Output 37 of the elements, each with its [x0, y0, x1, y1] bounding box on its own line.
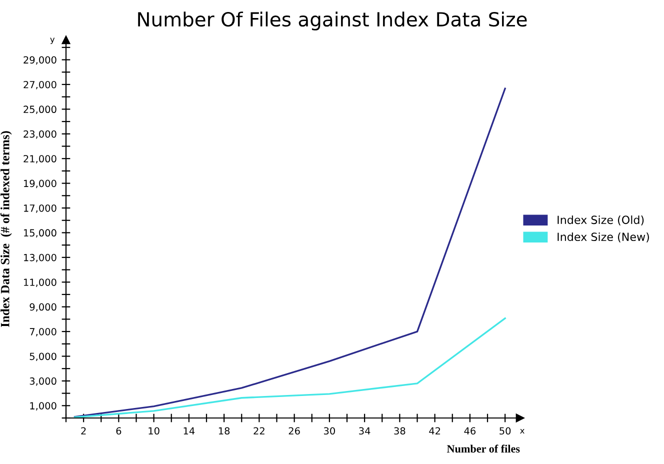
y-tick-label: 7,000: [30, 328, 56, 336]
x-tick-label: 30: [324, 427, 335, 435]
y-tick-label: 25,000: [24, 106, 56, 114]
x-tick-label: 46: [464, 427, 476, 435]
y-tick-label: 17,000: [24, 204, 56, 213]
x-tick-label: 22: [254, 427, 264, 434]
x-tick-label: 10: [148, 427, 160, 435]
x-tick-label: 50: [500, 427, 511, 435]
x-tick-label: 38: [394, 427, 406, 435]
y-tick-label: 9,000: [30, 303, 56, 312]
x-tick-label: 42: [429, 427, 440, 434]
y-tick-label: 21,000: [24, 155, 56, 164]
y-tick-label: 13,000: [24, 254, 56, 262]
line-series: [74, 88, 506, 418]
y-tick-label: 27,000: [24, 80, 56, 90]
x-tick-label: 18: [218, 427, 230, 435]
text: x: [520, 428, 524, 434]
x-tick-label: 2: [81, 427, 86, 434]
y-tick-label: 1,000: [30, 402, 56, 410]
x-tick-label: 26: [288, 427, 300, 435]
x-tick-label: 34: [359, 427, 370, 435]
x-tick-label: 14: [184, 427, 195, 434]
y-tick-label: 5,000: [30, 352, 56, 362]
y-tick-label: 19,000: [24, 180, 56, 188]
x-axis-title: Number of files: [446, 444, 520, 453]
y-tick-label: 11,000: [24, 278, 56, 287]
y-tick-label: 3,000: [30, 377, 56, 386]
text: y: [50, 38, 55, 44]
chart-title: Number Of Files against Index Data Size: [138, 12, 527, 30]
legend-label: Index Size (New): [558, 232, 649, 242]
y-tick-label: 23,000: [24, 130, 56, 139]
y-axis-title: Index Data Size (# of indexed terms): [0, 131, 12, 328]
line-series: [74, 317, 506, 418]
y-tick-label: 29,000: [24, 56, 56, 65]
x-tick-label: 6: [116, 427, 122, 435]
legend-label: Index Size (Old): [558, 215, 644, 226]
y-tick-label: 15,000: [24, 229, 56, 238]
